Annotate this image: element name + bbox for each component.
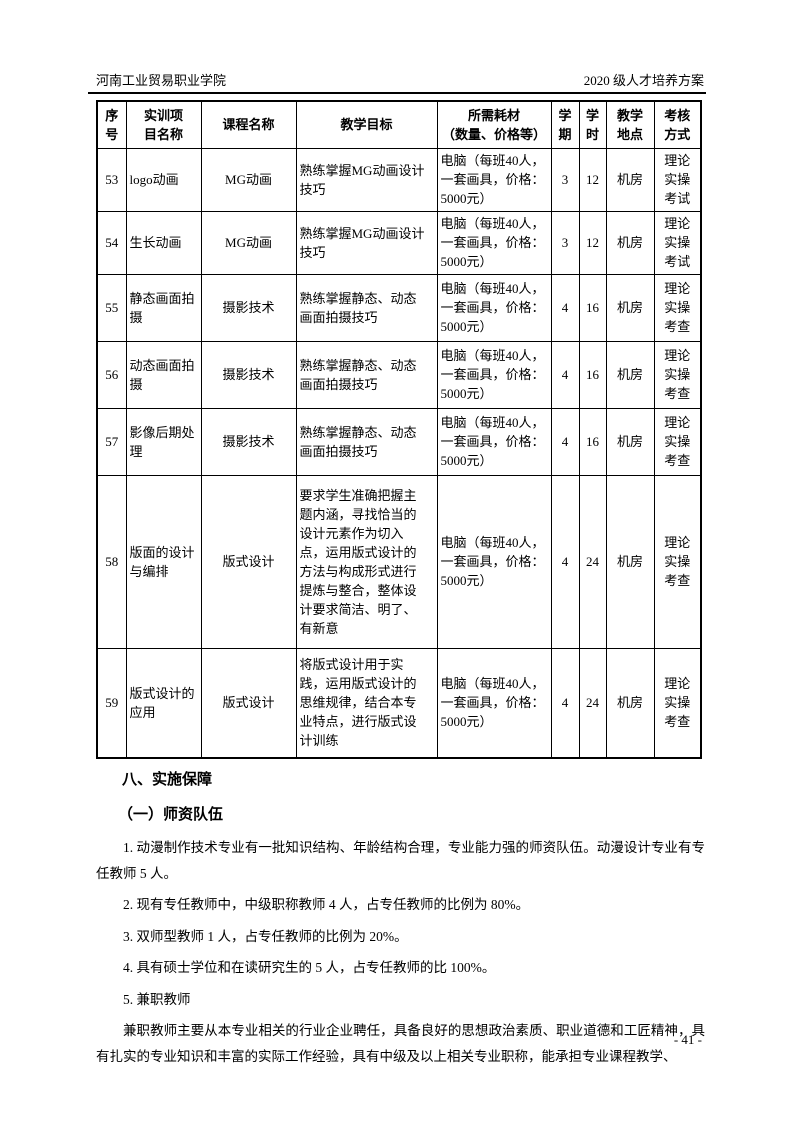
cell-hours: 12 <box>578 210 607 275</box>
cell-assessment: 理论 实操 考查 <box>653 647 702 759</box>
table-header-row: 序 号 实训项 目名称 课程名称 教学目标 所需耗材 （数量、价格等） 学 期 … <box>96 100 702 149</box>
table-row: 57 影像后期处 理 摄影技术 熟练掌握静态、动态 画面拍摄技巧 电脑（每班40… <box>96 407 702 476</box>
paragraph: 4. 具有硕士学位和在读研究生的 5 人，占专任教师的比 100%。 <box>123 960 496 975</box>
cell-materials: 电脑（每班40人， 一套画具，价格： 5000元） <box>436 273 552 342</box>
col-header-location: 教学 地点 <box>605 100 655 149</box>
cell-course: 版式设计 <box>200 647 297 759</box>
header-school-name: 河南工业贸易职业学院 <box>96 73 227 88</box>
cell-project: 动态画面拍 摄 <box>125 340 202 409</box>
cell-no: 53 <box>96 147 127 212</box>
table-row: 53 logo动画 MG动画 熟练掌握MG动画设计 技巧 电脑（每班40人， 一… <box>96 147 702 212</box>
cell-no: 54 <box>96 210 127 275</box>
cell-course: 摄影技术 <box>200 273 297 342</box>
cell-semester: 4 <box>550 647 580 759</box>
cell-course: 版式设计 <box>200 474 297 649</box>
cell-semester: 3 <box>550 210 580 275</box>
header-plan-title: 2020 级人才培养方案 <box>583 73 704 88</box>
cell-no: 58 <box>96 474 127 649</box>
subsection-heading: （一）师资队伍 <box>118 807 224 823</box>
cell-location: 机房 <box>605 647 655 759</box>
cell-assessment: 理论 实操 考试 <box>653 147 702 212</box>
cell-materials: 电脑（每班40人， 一套画具，价格： 5000元） <box>436 210 552 275</box>
header-rule <box>88 92 706 94</box>
cell-location: 机房 <box>605 273 655 342</box>
col-header-project: 实训项 目名称 <box>125 100 202 149</box>
table-row: 59 版式设计的 应用 版式设计 将版式设计用于实 践，运用版式设计的 思维规律… <box>96 647 702 759</box>
cell-semester: 4 <box>550 340 580 409</box>
col-header-goal: 教学目标 <box>295 100 438 149</box>
paragraph: 1. 动漫制作技术专业有一批知识结构、年龄结构合理，专业能力强的师资队伍。动漫设… <box>96 840 705 881</box>
col-header-materials: 所需耗材 （数量、价格等） <box>436 100 552 149</box>
cell-course: MG动画 <box>200 147 297 212</box>
cell-goal: 熟练掌握MG动画设计 技巧 <box>295 147 438 212</box>
cell-hours: 24 <box>578 474 607 649</box>
paragraph: 3. 双师型教师 1 人，占专任教师的比例为 20%。 <box>123 928 408 944</box>
cell-project: 生长动画 <box>125 210 202 275</box>
cell-course: MG动画 <box>200 210 297 275</box>
cell-materials: 电脑（每班40人， 一套画具，价格： 5000元） <box>436 474 552 649</box>
cell-goal: 熟练掌握MG动画设计 技巧 <box>295 210 438 275</box>
cell-assessment: 理论 实操 考查 <box>653 474 702 649</box>
cell-no: 56 <box>96 340 127 409</box>
cell-project: logo动画 <box>125 147 202 212</box>
col-header-hours: 学 时 <box>578 100 607 149</box>
table-row: 55 静态画面拍 摄 摄影技术 熟练掌握静态、动态 画面拍摄技巧 电脑（每班40… <box>96 273 702 342</box>
cell-project: 版面的设计 与编排 <box>125 474 202 649</box>
training-projects-table: 序 号 实训项 目名称 课程名称 教学目标 所需耗材 （数量、价格等） 学 期 … <box>96 100 702 759</box>
cell-hours: 16 <box>578 273 607 342</box>
cell-semester: 4 <box>550 273 580 342</box>
cell-semester: 3 <box>550 147 580 212</box>
cell-materials: 电脑（每班40人， 一套画具，价格： 5000元） <box>436 340 552 409</box>
cell-no: 59 <box>96 647 127 759</box>
cell-goal: 熟练掌握静态、动态 画面拍摄技巧 <box>295 340 438 409</box>
paragraph: 2. 现有专任教师中，中级职称教师 4 人，占专任教师的比例为 80%。 <box>123 897 530 912</box>
cell-course: 摄影技术 <box>200 340 297 409</box>
paragraph: 5. 兼职教师 <box>123 991 191 1007</box>
cell-goal: 要求学生准确把握主 题内涵，寻找恰当的 设计元素作为切入 点，运用版式设计的 方… <box>295 474 438 649</box>
cell-hours: 16 <box>578 340 607 409</box>
cell-location: 机房 <box>605 147 655 212</box>
cell-project: 影像后期处 理 <box>125 407 202 476</box>
cell-goal: 熟练掌握静态、动态 画面拍摄技巧 <box>295 273 438 342</box>
cell-location: 机房 <box>605 340 655 409</box>
cell-semester: 4 <box>550 407 580 476</box>
cell-materials: 电脑（每班40人， 一套画具，价格： 5000元） <box>436 647 552 759</box>
cell-semester: 4 <box>550 474 580 649</box>
cell-project: 静态画面拍 摄 <box>125 273 202 342</box>
cell-location: 机房 <box>605 407 655 476</box>
cell-goal: 将版式设计用于实 践，运用版式设计的 思维规律，结合本专 业特点，进行版式设 计… <box>295 647 438 759</box>
table-row: 54 生长动画 MG动画 熟练掌握MG动画设计 技巧 电脑（每班40人， 一套画… <box>96 210 702 275</box>
cell-hours: 12 <box>578 147 607 212</box>
table-row: 56 动态画面拍 摄 摄影技术 熟练掌握静态、动态 画面拍摄技巧 电脑（每班40… <box>96 340 702 409</box>
col-header-course: 课程名称 <box>200 100 297 149</box>
body-sections: 八、实施保障 （一）师资队伍 1. 动漫制作技术专业有一批知识结构、年龄结构合理… <box>96 758 705 1069</box>
cell-hours: 24 <box>578 647 607 759</box>
col-header-semester: 学 期 <box>550 100 580 149</box>
col-header-no: 序 号 <box>96 100 127 149</box>
section-heading: 八、实施保障 <box>122 772 213 788</box>
col-header-assessment: 考核 方式 <box>653 100 702 149</box>
cell-no: 55 <box>96 273 127 342</box>
table-row: 58 版面的设计 与编排 版式设计 要求学生准确把握主 题内涵，寻找恰当的 设计… <box>96 474 702 649</box>
page-header: 河南工业贸易职业学院 2020 级人才培养方案 <box>96 72 704 90</box>
cell-materials: 电脑（每班40人， 一套画具，价格： 5000元） <box>436 407 552 476</box>
cell-assessment: 理论 实操 考查 <box>653 407 702 476</box>
cell-location: 机房 <box>605 474 655 649</box>
cell-assessment: 理论 实操 考查 <box>653 273 702 342</box>
cell-project: 版式设计的 应用 <box>125 647 202 759</box>
cell-hours: 16 <box>578 407 607 476</box>
cell-no: 57 <box>96 407 127 476</box>
page-number: - 41 - <box>673 1032 702 1047</box>
paragraph: 兼职教师主要从本专业相关的行业企业聘任，具备良好的思想政治素质、职业道德和工匠精… <box>96 1023 705 1064</box>
cell-materials: 电脑（每班40人， 一套画具，价格： 5000元） <box>436 147 552 212</box>
cell-assessment: 理论 实操 考查 <box>653 340 702 409</box>
cell-location: 机房 <box>605 210 655 275</box>
cell-assessment: 理论 实操 考试 <box>653 210 702 275</box>
cell-course: 摄影技术 <box>200 407 297 476</box>
cell-goal: 熟练掌握静态、动态 画面拍摄技巧 <box>295 407 438 476</box>
